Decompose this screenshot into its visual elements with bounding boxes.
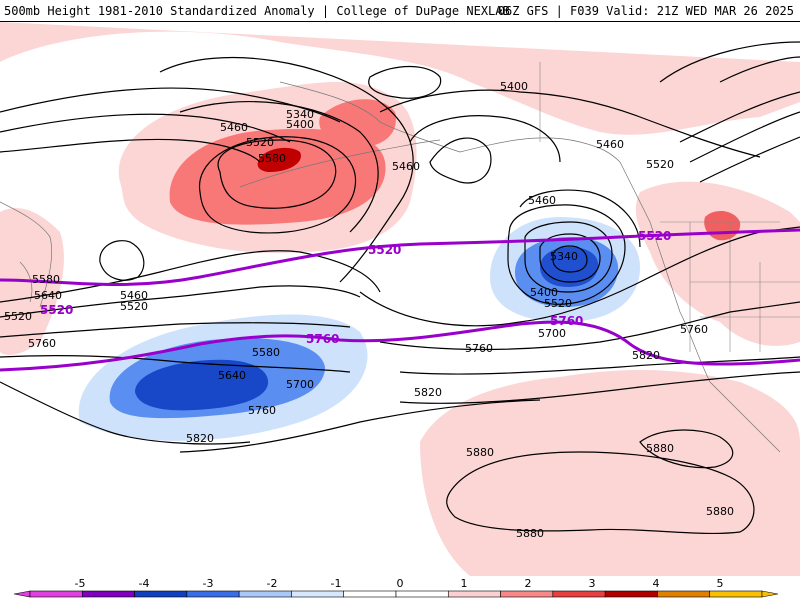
- colorbar-swatch: [604, 590, 658, 598]
- contour-5520-purple: [0, 228, 800, 287]
- contour-label: 5460: [596, 138, 624, 151]
- purple-contour-label: 5520: [638, 229, 671, 243]
- contour-label: 5820: [632, 349, 660, 362]
- colorbar-swatches: [13, 590, 779, 598]
- contour-label: 5460: [120, 289, 148, 302]
- colorbar-tick-label: -3: [203, 577, 214, 590]
- contour-label: 5460: [220, 121, 248, 134]
- positive-anomaly-shading: [0, 22, 800, 576]
- anomaly-colorbar: -5 -4 -3 -2 -1 0 1 2 3 4 5: [0, 576, 800, 600]
- purple-contour-label: 5760: [306, 332, 339, 346]
- contour-label: 5880: [466, 446, 494, 459]
- asia-coast: [0, 201, 53, 308]
- colorbar-right-arrow: [761, 590, 779, 598]
- colorbar-swatch: [343, 590, 397, 598]
- contour-label: 5400: [530, 286, 558, 299]
- alaska-coast: [279, 81, 621, 163]
- negative-anomaly-shading: [78, 217, 640, 441]
- map-panel: 5340 5400 5460 5520 5580 5400 5460 5460 …: [0, 22, 800, 576]
- anomaly-minus3-low: [135, 359, 269, 411]
- colorbar-svg: -5 -4 -3 -2 -1 0 1 2 3 4 5: [13, 577, 779, 598]
- contour-label: 5460: [392, 160, 420, 173]
- contour-label: 5460: [528, 194, 556, 207]
- purple-contour-label: 5520: [40, 303, 73, 317]
- colorbar-swatch: [29, 590, 83, 598]
- contour-label: 5340: [286, 108, 314, 121]
- contour-label: 5640: [218, 369, 246, 382]
- contour-label: 5760: [680, 323, 708, 336]
- colorbar-tick-label: -5: [75, 577, 86, 590]
- colorbar-swatch: [709, 590, 763, 598]
- anomaly-plus3-core: [257, 147, 301, 172]
- contour-label: 5640: [34, 289, 62, 302]
- colorbar-swatch: [291, 590, 345, 598]
- colorbar-tick-label: -2: [267, 577, 278, 590]
- anomaly-minus3-cutoff: [540, 247, 599, 287]
- contour-label: 5520: [646, 158, 674, 171]
- purple-contour-label: 5520: [368, 243, 401, 257]
- header-bar: 500mb Height 1981-2010 Standardized Anom…: [0, 0, 800, 22]
- contour-label: 5760: [248, 404, 276, 417]
- contour-label: 5700: [286, 378, 314, 391]
- product-title: 500mb Height 1981-2010 Standardized Anom…: [4, 4, 510, 18]
- contour-label: 5820: [186, 432, 214, 445]
- contour-label: 5700: [538, 327, 566, 340]
- colorbar-tick-label: -4: [139, 577, 150, 590]
- highlight-contours: [0, 228, 800, 372]
- colorbar-swatch: [186, 590, 240, 598]
- anomaly-plus1-se: [420, 370, 800, 576]
- contour-label: 5880: [706, 505, 734, 518]
- colorbar-tick-label: 2: [525, 577, 532, 590]
- contour-label: 5520: [4, 310, 32, 323]
- political-borders: [539, 62, 800, 352]
- colorbar-tick-label: 0: [397, 577, 404, 590]
- run-valid-time: 06Z GFS | F039 Valid: 21Z WED MAR 26 202…: [497, 4, 794, 18]
- contour-label: 5760: [28, 337, 56, 350]
- contour-label: 5880: [646, 442, 674, 455]
- contour-label: 5400: [500, 80, 528, 93]
- map-svg: 5340 5400 5460 5520 5580 5400 5460 5460 …: [0, 22, 800, 576]
- anomaly-plus1-northwest: [0, 22, 800, 135]
- contour-label: 5880: [516, 527, 544, 540]
- contour-label: 5760: [465, 342, 493, 355]
- contour-label: 5520: [544, 297, 572, 310]
- contour-label: 5820: [414, 386, 442, 399]
- contour-label: 5580: [32, 273, 60, 286]
- colorbar-swatch: [134, 590, 188, 598]
- colorbar-swatch: [657, 590, 711, 598]
- colorbar-tick-label: -1: [331, 577, 342, 590]
- colorbar-swatch: [81, 590, 135, 598]
- colorbar-tick-label: 1: [461, 577, 468, 590]
- colorbar-swatch: [238, 590, 292, 598]
- colorbar-tick-label: 4: [653, 577, 660, 590]
- colorbar-swatch: [395, 590, 449, 598]
- contour-label: 5520: [120, 300, 148, 313]
- colorbar-tick-label: 5: [717, 577, 724, 590]
- contour-label: 5580: [252, 346, 280, 359]
- anomaly-plus1-coast: [635, 181, 800, 346]
- height-contours: [0, 41, 800, 535]
- purple-label-layer: 5520 5520 5520 5760 5760: [40, 229, 671, 346]
- contour-5760-purple: [0, 320, 800, 372]
- contour-label: 5520: [246, 136, 274, 149]
- purple-contour-label: 5760: [550, 314, 583, 328]
- anomaly-plus2-ne: [319, 99, 396, 147]
- colorbar-swatch: [500, 590, 554, 598]
- colorbar-swatch: [447, 590, 501, 598]
- aleutian-chain: [239, 139, 441, 188]
- colorbar-tick-label: 3: [589, 577, 596, 590]
- nw-coast: [619, 161, 711, 383]
- contour-label-layer: 5340 5400 5460 5520 5580 5400 5460 5460 …: [4, 80, 734, 540]
- colorbar-swatch: [552, 590, 606, 598]
- contour-label: 5340: [550, 250, 578, 263]
- colorbar-left-arrow: [13, 590, 31, 598]
- colorbar-tick-labels: -5 -4 -3 -2 -1 0 1 2 3 4 5: [75, 577, 724, 590]
- baja-coast: [709, 381, 781, 453]
- contour-label: 5400: [286, 118, 314, 131]
- contour-label: 5580: [258, 152, 286, 165]
